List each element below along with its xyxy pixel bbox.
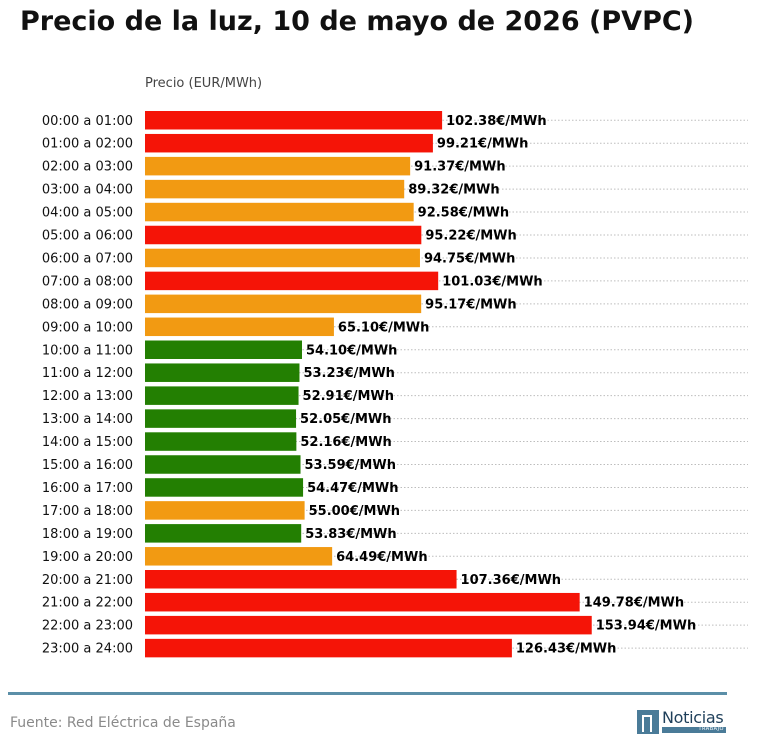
bar [145, 386, 299, 405]
value-label: 153.94€/MWh [596, 619, 697, 634]
value-label: 54.10€/MWh [306, 343, 397, 358]
category-label: 11:00 a 12:00 [42, 366, 133, 381]
bar [145, 179, 405, 199]
category-label: 15:00 a 16:00 [42, 458, 133, 473]
grid-lines [145, 119, 748, 649]
bars [145, 111, 592, 658]
value-label: 95.17€/MWh [425, 297, 516, 312]
logo-icon [637, 710, 659, 734]
value-label: 101.03€/MWh [442, 274, 543, 289]
footer-divider [8, 692, 727, 695]
value-labels: 102.38€/MWh 99.21€/MWh 91.37€/MWh 89.32€/MW… [300, 114, 696, 657]
bar [145, 317, 334, 337]
category-label: 22:00 a 23:00 [42, 619, 133, 634]
bar [145, 615, 592, 635]
bar [145, 133, 433, 153]
category-label: 17:00 a 18:00 [42, 504, 133, 519]
value-label: 64.49€/MWh [336, 550, 427, 565]
value-label: 53.23€/MWh [303, 366, 394, 381]
bar [145, 111, 443, 130]
logo-text: Noticias [662, 708, 724, 727]
category-label: 03:00 a 04:00 [42, 183, 133, 198]
category-label: 10:00 a 11:00 [42, 343, 133, 358]
value-label: 89.32€/MWh [408, 183, 499, 198]
bar [145, 202, 414, 222]
bar [145, 478, 304, 497]
category-label: 21:00 a 22:00 [42, 596, 133, 611]
category-labels: 00:00 a 01:00 01:00 a 02:00 02:00 a 03:00 0… [42, 114, 133, 657]
bar [145, 455, 301, 474]
value-label: 53.83€/MWh [305, 527, 396, 542]
category-label: 06:00 a 07:00 [42, 251, 133, 266]
category-label: 13:00 a 14:00 [42, 412, 133, 427]
category-label: 16:00 a 17:00 [42, 481, 133, 496]
bar [145, 271, 439, 291]
value-label: 52.05€/MWh [300, 412, 391, 427]
bar [145, 547, 333, 566]
value-label: 54.47€/MWh [307, 481, 398, 496]
value-label: 65.10€/MWh [338, 320, 429, 335]
category-label: 02:00 a 03:00 [42, 160, 133, 175]
bar [145, 570, 457, 589]
chart-title: Precio de la luz, 10 de mayo de 2026 (PV… [20, 6, 695, 37]
category-label: 12:00 a 13:00 [42, 389, 133, 404]
category-label: 07:00 a 08:00 [42, 274, 133, 289]
x-axis-label: Precio (EUR/MWh) [145, 76, 262, 91]
value-label: 107.36€/MWh [461, 573, 562, 588]
category-label: 04:00 a 05:00 [42, 206, 133, 221]
bar [145, 409, 297, 428]
value-label: 91.37€/MWh [414, 160, 505, 175]
source-note: Fuente: Red Eléctrica de España [10, 715, 236, 731]
bar [145, 340, 302, 359]
bar [145, 638, 512, 658]
value-label: 55.00€/MWh [309, 504, 400, 519]
bar-chart: Precio (EUR/MWh) 00:00 a 01:00 01:00 a 02… [42, 76, 748, 658]
bar [145, 524, 302, 543]
value-label: 92.58€/MWh [418, 206, 509, 221]
category-label: 23:00 a 24:00 [42, 642, 133, 657]
category-label: 00:00 a 01:00 [42, 114, 133, 129]
site-logo[interactable]: Noticias TRABAJO [637, 708, 729, 735]
bar [145, 432, 297, 451]
category-label: 18:00 a 19:00 [42, 527, 133, 542]
logo-subtext-bar: TRABAJO [662, 726, 726, 733]
category-label: 01:00 a 02:00 [42, 137, 133, 152]
category-label: 08:00 a 09:00 [42, 297, 133, 312]
bar [145, 294, 422, 314]
value-label: 52.16€/MWh [300, 435, 391, 450]
bar [145, 248, 420, 268]
value-label: 53.59€/MWh [305, 458, 396, 473]
bar [145, 156, 411, 176]
category-label: 14:00 a 15:00 [42, 435, 133, 450]
category-label: 09:00 a 10:00 [42, 320, 133, 335]
value-label: 126.43€/MWh [516, 642, 617, 657]
value-label: 149.78€/MWh [584, 596, 685, 611]
value-label: 95.22€/MWh [425, 229, 516, 244]
category-label: 05:00 a 06:00 [42, 229, 133, 244]
value-label: 52.91€/MWh [303, 389, 394, 404]
bar [145, 225, 422, 245]
category-label: 19:00 a 20:00 [42, 550, 133, 565]
bar [145, 363, 300, 382]
bar [145, 501, 305, 520]
category-label: 20:00 a 21:00 [42, 573, 133, 588]
value-label: 94.75€/MWh [424, 251, 515, 266]
value-label: 102.38€/MWh [446, 114, 547, 129]
value-label: 99.21€/MWh [437, 137, 528, 152]
bar [145, 592, 580, 612]
logo-subtext: TRABAJO [698, 726, 724, 732]
